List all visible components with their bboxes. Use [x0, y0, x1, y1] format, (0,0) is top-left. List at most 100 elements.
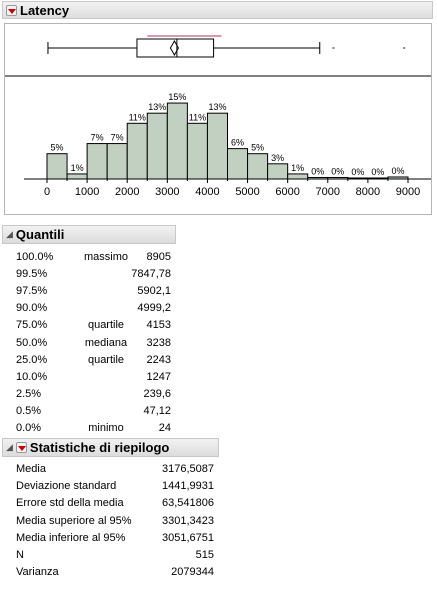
x-tick-label: 0	[44, 186, 50, 198]
quantile-row: 75.0% quartile 4153	[16, 317, 171, 333]
quantile-percent: 0.0%	[16, 422, 42, 434]
quantile-value: 24	[158, 422, 171, 434]
quantile-row: 50.0% mediana 3238	[16, 335, 171, 351]
quantile-row: 25.0% quartile 2243	[16, 352, 171, 368]
summary-row: Varianza 2079344	[16, 564, 214, 580]
quantiles-header[interactable]: ◢ Quantili	[2, 225, 176, 244]
bar-label: 0%	[331, 166, 344, 176]
x-tick-label: 3000	[155, 186, 179, 198]
bar-label: 1%	[291, 163, 304, 173]
quantile-row: 99.5% 7847,78	[16, 266, 171, 282]
x-tick-label: 7000	[316, 186, 340, 198]
quantile-row: 97.5% 5902,1	[16, 283, 171, 299]
quantile-label: minimo	[88, 422, 124, 434]
quantiles-title: Quantili	[15, 227, 65, 242]
summary-row: N 515	[16, 547, 214, 563]
summary-value: 2079344	[171, 566, 214, 579]
quantile-percent: 10.0%	[16, 370, 48, 383]
quantile-label: massimo	[83, 251, 128, 263]
histogram-bar	[247, 153, 269, 180]
outlier-point	[403, 47, 406, 49]
quantile-value: 8905	[146, 251, 171, 263]
quantile-value: 1247	[146, 370, 171, 383]
quantile-row: 0.5% 47,12	[16, 403, 171, 419]
quantile-percent: 0.5%	[16, 404, 42, 417]
quantile-row: 10.0% 1247	[16, 369, 171, 385]
bar-label: 11%	[189, 112, 206, 122]
summary-value: 63,541806	[162, 497, 214, 510]
x-tick-label: 6000	[275, 186, 299, 198]
bar-label: 0%	[371, 167, 384, 177]
x-tick-label: 4000	[195, 186, 219, 198]
quantile-label: mediana	[84, 336, 128, 349]
summary-row: Media superiore al 95% 3301,3423	[16, 513, 214, 529]
disclosure-triangle-icon[interactable]: ◢	[6, 442, 13, 452]
quantile-percent: 75.0%	[16, 319, 48, 332]
bar-label: 0%	[391, 166, 404, 176]
quantile-value: 4999,2	[137, 302, 171, 315]
quantile-row: 90.0% 4999,2	[16, 300, 171, 316]
bar-label: 7%	[111, 133, 124, 143]
summary-value: 3301,3423	[162, 514, 214, 527]
summary-row: Errore std della media 63,541806	[16, 495, 214, 511]
summary-header[interactable]: ◢ Statistiche di riepilogo	[2, 438, 219, 457]
summary-label: Deviazione standard	[16, 480, 117, 493]
histogram-bar	[146, 112, 168, 180]
latency-title: Latency	[20, 2, 70, 18]
bar-label: 6%	[231, 138, 244, 148]
quantile-value: 47,12	[143, 404, 171, 417]
quantile-row: 2.5% 239,6	[16, 386, 171, 402]
x-tick-label: 8000	[356, 186, 380, 198]
histogram-svg: 5%1%7% 7%11%13%15%11%13%6%5%3%1% 0% 0% 0% 0% 0…	[5, 35, 431, 198]
histogram-bar	[186, 122, 208, 180]
x-tick-label: 5000	[235, 186, 259, 198]
summary-label: Varianza	[16, 566, 59, 579]
histogram-bar	[267, 163, 289, 180]
quantile-row: 0.0% minimo 24	[16, 420, 171, 436]
quantile-value: 5902,1	[137, 285, 171, 298]
bar-label: 13%	[208, 102, 226, 112]
quantile-row: 100.0% massimo 8905	[16, 249, 171, 265]
red-triangle-menu-icon[interactable]	[6, 4, 17, 16]
summary-title: Statistiche di riepilogo	[29, 440, 170, 455]
summary-row: Media inferiore al 95% 3051,6751	[16, 530, 214, 546]
latency-header: Latency	[2, 1, 433, 19]
summary-value: 515	[195, 549, 214, 561]
histogram-bar	[166, 102, 188, 180]
quantile-value: 4153	[146, 319, 171, 332]
histogram-bar	[86, 143, 108, 180]
quantile-percent: 90.0%	[16, 302, 48, 315]
quantile-label: quartile	[87, 319, 125, 332]
summary-row: Deviazione standard 1441,9931	[16, 478, 214, 494]
x-tick-label: 1000	[75, 186, 99, 198]
bar-label: 5%	[251, 143, 264, 153]
quantile-percent: 25.0%	[16, 353, 48, 366]
mean-diamond	[169, 39, 179, 57]
disclosure-triangle-icon[interactable]: ◢	[6, 229, 13, 239]
histogram-bar	[227, 148, 249, 180]
quantile-label: quartile	[87, 353, 125, 366]
summary-value: 3051,6751	[162, 531, 214, 544]
summary-label: Errore std della media	[16, 497, 124, 510]
histogram-bar	[206, 112, 228, 180]
bar-label: 5%	[51, 143, 64, 153]
bar-label: 0%	[351, 167, 364, 177]
x-tick-label: 9000	[396, 186, 420, 198]
quantile-percent: 99.5%	[16, 268, 48, 281]
summary-label: Media superiore al 95%	[16, 514, 132, 527]
histogram-bar	[287, 173, 309, 180]
quantile-value: 3238	[146, 336, 171, 349]
summary-value: 3176,5087	[162, 463, 214, 475]
histogram-bar	[126, 122, 148, 180]
histogram-bar	[106, 143, 128, 180]
bar-label: 7%	[91, 133, 104, 143]
summary-row: Media 3176,5087	[16, 461, 214, 477]
quantile-percent: 50.0%	[16, 336, 48, 349]
distribution-chart: 5% 1% 7% 7% 11% 13% 15% 11% 13% 6% 5% 3% 1% 0% 0% 0% 0% 0…	[4, 23, 432, 215]
summary-label: N	[16, 549, 24, 561]
red-triangle-menu-icon[interactable]	[15, 442, 27, 453]
outlier-point	[332, 47, 335, 49]
histogram-bar	[66, 173, 88, 180]
bar-label: 3%	[271, 153, 284, 163]
quantile-percent: 100.0%	[16, 251, 54, 263]
